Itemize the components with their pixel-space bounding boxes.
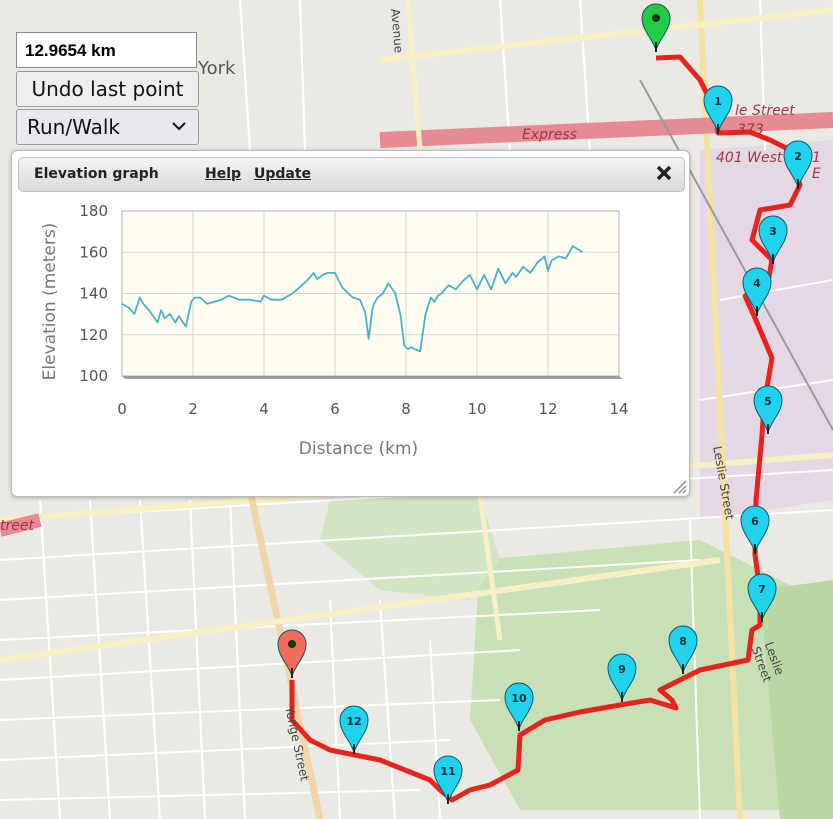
elevation-chart: 0 2 4 6 8 10 12 14 100 120 140 160 180 Distance (km) E… xyxy=(40,202,629,459)
x-tick-label: 6 xyxy=(330,400,340,418)
route-marker-6[interactable]: 6 xyxy=(740,505,770,554)
park-area-3 xyxy=(760,580,833,819)
route-marker-9[interactable]: 9 xyxy=(607,653,637,702)
route-marker-8[interactable]: 8 xyxy=(668,625,698,674)
y-tick-label: 100 xyxy=(79,367,108,385)
route-marker-4[interactable]: 4 xyxy=(742,267,772,316)
resize-handle-icon[interactable] xyxy=(671,478,687,494)
x-axis-label: Distance (km) xyxy=(299,439,418,459)
end-marker[interactable] xyxy=(277,629,307,678)
x-tick-label: 4 xyxy=(259,400,269,418)
route-marker-1-label: 1 xyxy=(714,95,722,108)
elevation-graph-panel: Elevation graph Help Update 0 2 4 6 8 10 12 14 1… xyxy=(11,150,690,497)
close-icon[interactable] xyxy=(656,162,672,189)
elevation-panel-title: Elevation graph xyxy=(34,166,159,182)
route-marker-3-label: 3 xyxy=(769,225,777,238)
undo-last-point-button[interactable]: Undo last point xyxy=(16,71,199,107)
y-tick-label: 120 xyxy=(79,326,108,344)
update-link[interactable]: Update xyxy=(254,166,312,182)
route-marker-2-label: 2 xyxy=(794,150,802,163)
route-marker-10[interactable]: 10 xyxy=(504,682,534,731)
route-marker-7-label: 7 xyxy=(758,583,766,596)
x-tick-label: 14 xyxy=(609,400,628,418)
x-tick-label: 12 xyxy=(538,400,557,418)
x-tick-label: 0 xyxy=(117,400,127,418)
park-area xyxy=(470,540,830,810)
route-marker-9-label: 9 xyxy=(618,663,626,676)
route-marker-8-label: 8 xyxy=(679,635,687,648)
route-marker-11[interactable]: 11 xyxy=(433,755,463,804)
chevron-down-icon xyxy=(172,110,186,156)
help-link[interactable]: Help xyxy=(205,166,242,182)
route-marker-3[interactable]: 3 xyxy=(758,215,788,264)
route-marker-12-label: 12 xyxy=(346,715,361,728)
route-marker-7[interactable]: 7 xyxy=(747,573,777,622)
route-marker-6-label: 6 xyxy=(751,515,759,528)
route-marker-5[interactable]: 5 xyxy=(753,385,783,434)
activity-mode-select[interactable]: Run/Walk xyxy=(16,109,199,145)
x-tick-label: 10 xyxy=(467,400,486,418)
route-marker-2[interactable]: 2 xyxy=(783,140,813,189)
route-marker-12[interactable]: 12 xyxy=(339,705,369,754)
x-tick-label: 2 xyxy=(188,400,198,418)
chart-shadow xyxy=(122,376,623,379)
y-tick-label: 180 xyxy=(79,202,108,220)
elevation-line xyxy=(121,245,583,353)
elevation-panel-header[interactable]: Elevation graph Help Update xyxy=(18,157,685,192)
commercial-area xyxy=(700,140,833,520)
activity-mode-value: Run/Walk xyxy=(27,115,120,139)
route-marker-4-label: 4 xyxy=(753,277,761,290)
route-marker-11-label: 11 xyxy=(440,765,455,778)
route-marker-1[interactable]: 1 xyxy=(703,85,733,134)
y-tick-label: 160 xyxy=(79,243,108,261)
route-marker-10-label: 10 xyxy=(511,692,527,705)
y-tick-label: 140 xyxy=(79,285,108,303)
distance-display: 12.9654 km xyxy=(16,32,197,68)
x-tick-label: 8 xyxy=(401,400,411,418)
y-axis-label: Elevation (meters) xyxy=(40,223,60,381)
start-marker[interactable] xyxy=(641,3,671,52)
route-marker-5-label: 5 xyxy=(764,395,772,408)
